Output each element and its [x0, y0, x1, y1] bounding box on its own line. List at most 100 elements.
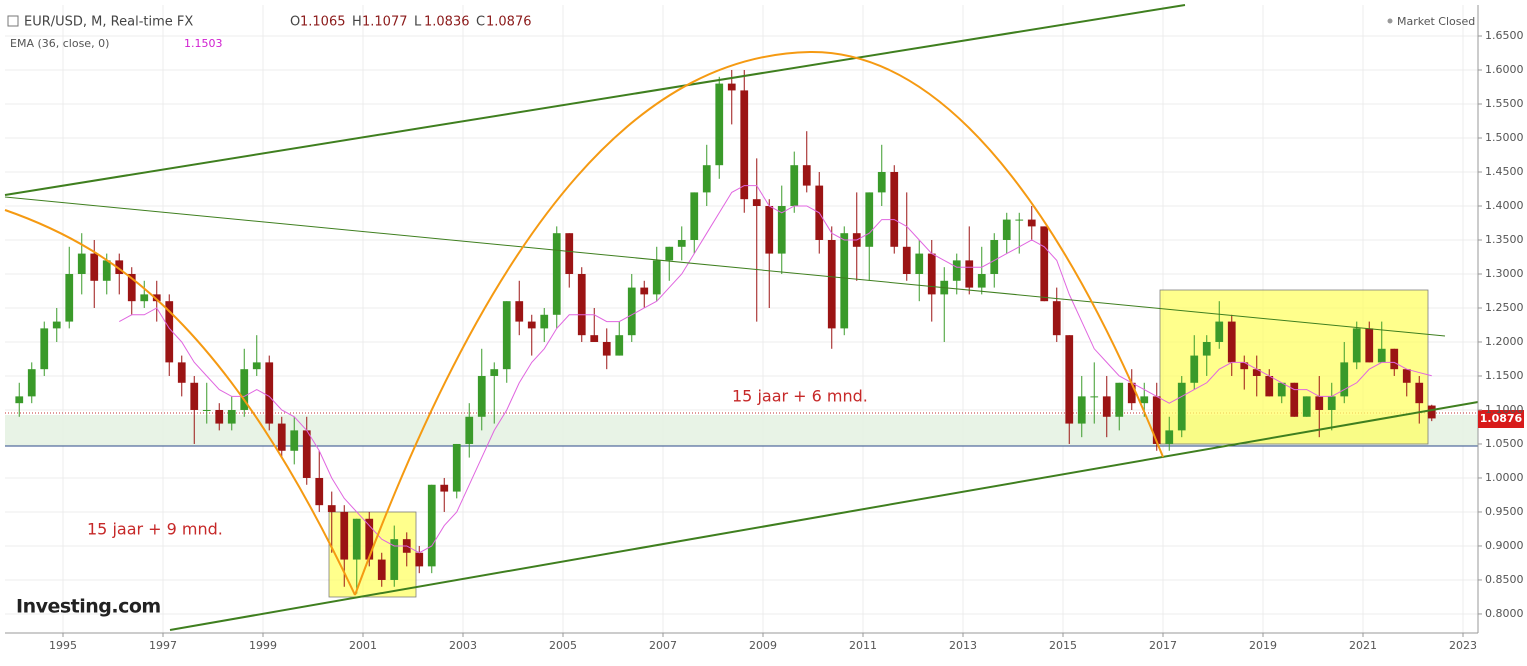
- plot: [15, 70, 1436, 594]
- candle-body: [1227, 321, 1236, 363]
- candle-body: [1265, 375, 1274, 397]
- y-tick-label: 1.1500: [1485, 369, 1524, 382]
- chart-title: EUR/USD, M, Real-time FX: [24, 15, 193, 30]
- candle-body: [465, 416, 474, 444]
- ohlc-header: O 1.1065 H 1.1077 L 1.0836 C 1.0876: [290, 15, 532, 30]
- candle-body: [1427, 405, 1436, 419]
- candle-body: [1115, 382, 1124, 417]
- candle-body: [1190, 355, 1199, 383]
- indicator-line: [119, 185, 1432, 554]
- candle-body: [615, 335, 624, 356]
- candle-body: [627, 287, 636, 336]
- candle-body: [1402, 369, 1411, 383]
- candle-body: [1290, 382, 1299, 417]
- arc: [4, 209, 356, 596]
- y-tick-label: 1.2500: [1485, 301, 1524, 314]
- candle-body: [802, 165, 811, 186]
- ohlc-value: 1.1077: [362, 15, 408, 30]
- x-tick-label: 1995: [49, 639, 77, 652]
- candle-body: [215, 409, 224, 424]
- candle-body: [765, 205, 774, 254]
- candle-body: [740, 90, 749, 200]
- y-tick-label: 1.6500: [1485, 29, 1524, 42]
- candle-body: [1140, 396, 1149, 404]
- candle-body: [865, 192, 874, 247]
- x-tick-label: 1999: [249, 639, 277, 652]
- candle-body: [265, 362, 274, 424]
- x-tick-label: 2007: [649, 639, 677, 652]
- candle-body: [40, 328, 49, 370]
- candle-body: [1215, 321, 1224, 342]
- trend-line: [4, 4, 1186, 196]
- candle-body: [365, 518, 374, 560]
- collapse-icon[interactable]: [7, 15, 19, 27]
- candle-body: [827, 239, 836, 329]
- candle-body: [127, 273, 136, 302]
- highlight-box: [1159, 289, 1429, 445]
- candle-body: [1165, 430, 1174, 444]
- status-dot: [1387, 18, 1393, 24]
- candle-body: [202, 409, 211, 411]
- y-tick-label: 1.4000: [1485, 199, 1524, 212]
- y-tick-label: 1.1000: [1485, 403, 1524, 416]
- candle-body: [90, 253, 99, 281]
- candle-body: [727, 83, 736, 91]
- ohlc-value: 1.0876: [486, 15, 532, 30]
- ohlc-value: 1.1065: [300, 15, 346, 30]
- candle-body: [177, 362, 186, 383]
- candle-body: [1027, 219, 1036, 227]
- candle-body: [1090, 396, 1099, 398]
- ohlc-label: O: [290, 15, 300, 30]
- candle-body: [302, 430, 311, 478]
- trend-line: [169, 401, 1479, 631]
- candle-body: [65, 273, 74, 322]
- candle-body: [452, 443, 461, 492]
- candle-body: [577, 273, 586, 336]
- candle-body: [27, 369, 36, 397]
- candle-body: [165, 301, 174, 363]
- candle-body: [952, 260, 961, 281]
- candle-body: [1302, 396, 1311, 417]
- candle-body: [1052, 301, 1061, 336]
- candle-body: [390, 539, 399, 580]
- candle-body: [490, 369, 499, 376]
- candle-body: [52, 321, 61, 329]
- candle-body: [277, 423, 286, 451]
- candle-body: [965, 260, 974, 288]
- x-tick-label: 1997: [149, 639, 177, 652]
- candle-body: [1240, 362, 1249, 370]
- candle-body: [840, 233, 849, 329]
- candle-body: [1377, 348, 1386, 363]
- candle-body: [1077, 396, 1086, 424]
- candle-body: [590, 335, 599, 342]
- candle-body: [377, 559, 386, 580]
- candle-body: [1327, 396, 1336, 410]
- candle-body: [877, 171, 886, 193]
- candle-body: [927, 253, 936, 295]
- annotation: 15 jaar + 9 mnd.: [87, 520, 223, 539]
- candle-body: [540, 314, 549, 329]
- candle-body: [477, 375, 486, 417]
- candle-body: [190, 382, 199, 410]
- candle-body: [502, 301, 511, 370]
- brand: Investing.com: [16, 596, 161, 618]
- y-tick-label: 1.5000: [1485, 131, 1524, 144]
- candle-body: [752, 199, 761, 206]
- candle-body: [1277, 382, 1286, 397]
- arc: [354, 50, 1164, 596]
- candle-body: [315, 477, 324, 506]
- candle-body: [1252, 369, 1261, 376]
- x-tick-label: 2015: [1049, 639, 1077, 652]
- candle-body: [1177, 382, 1186, 431]
- candle-body: [427, 484, 436, 567]
- candle-body: [152, 294, 161, 302]
- status: Market Closed: [1397, 15, 1475, 28]
- price-badge: [1478, 410, 1524, 428]
- candle-body: [352, 518, 361, 560]
- candle-body: [527, 321, 536, 329]
- y-tick-label: 0.9500: [1485, 505, 1524, 518]
- legend-value: 1.1503: [184, 37, 223, 50]
- candle-body: [552, 233, 561, 315]
- candle-body: [702, 165, 711, 193]
